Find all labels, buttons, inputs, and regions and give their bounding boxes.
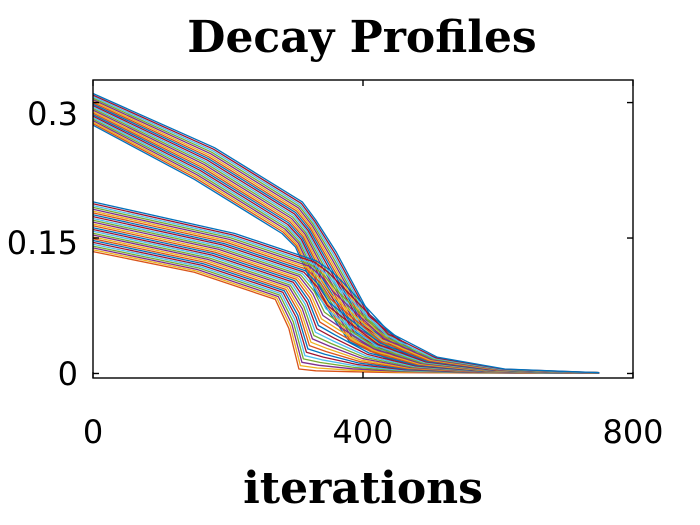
x-tick-label-800: 800 bbox=[602, 413, 663, 451]
series-layer bbox=[92, 92, 600, 374]
series-line-g1-27 bbox=[92, 201, 600, 374]
chart-title: Decay Profiles bbox=[187, 12, 536, 63]
series-line-g0-1 bbox=[92, 123, 600, 374]
x-tick-label-0: 0 bbox=[83, 413, 103, 451]
x-axis-label: iterations bbox=[243, 463, 483, 514]
y-tick-marks bbox=[93, 101, 633, 375]
y-tick-label-0.3: 0.3 bbox=[27, 95, 78, 133]
y-tick-label-0: 0 bbox=[58, 355, 78, 393]
x-tick-marks bbox=[92, 80, 634, 378]
x-tick-label-400: 400 bbox=[332, 413, 393, 451]
y-tick-label-0.15: 0.15 bbox=[7, 224, 78, 262]
